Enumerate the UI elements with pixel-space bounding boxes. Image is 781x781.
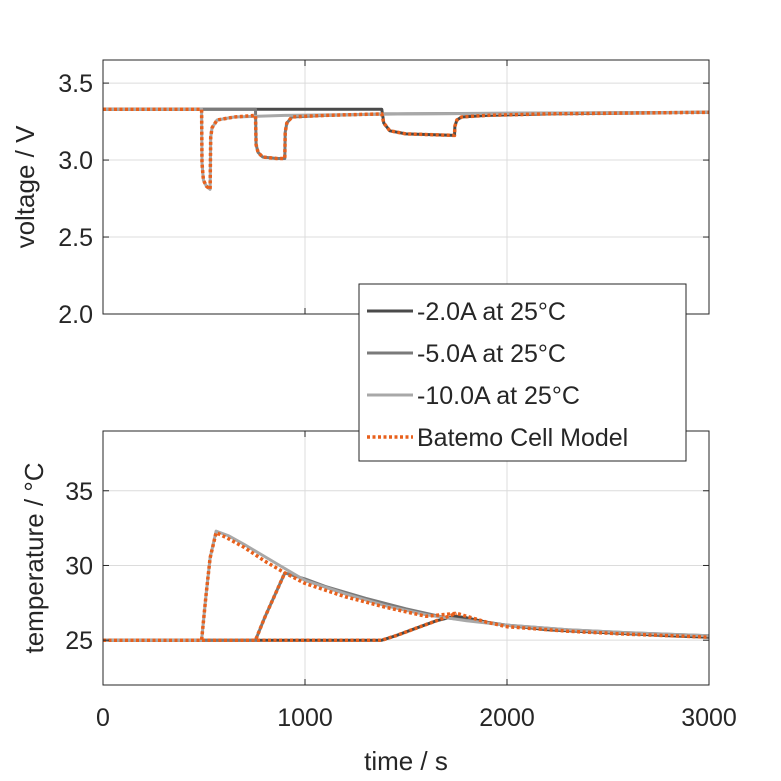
temperature-axes-background bbox=[103, 431, 709, 685]
temperature-series-3 bbox=[103, 530, 710, 642]
temperature-series-5 bbox=[103, 611, 458, 642]
temperature-ylabel: temperature / °C bbox=[19, 462, 49, 653]
temperature-ytick-label: 25 bbox=[65, 627, 93, 655]
legend: -2.0A at 25°C -5.0A at 25°C -10.0A at 25°C… bbox=[358, 283, 687, 462]
voltage-plot: 2.0 2.5 3.0 3.5 voltage / V bbox=[10, 59, 710, 329]
temperature-xtick-label: 2000 bbox=[479, 704, 535, 732]
temperature-xtick-label: 3000 bbox=[681, 704, 737, 732]
temperature-ytick-label: 35 bbox=[65, 478, 93, 506]
voltage-ylabel: voltage / V bbox=[10, 125, 40, 249]
voltage-series-3 bbox=[103, 107, 710, 192]
legend-label-3: Batemo Cell Model bbox=[417, 424, 628, 452]
voltage-ytick-label: 3.0 bbox=[58, 147, 93, 175]
temperature-xtick-label: 0 bbox=[96, 704, 110, 732]
legend-label-2: -10.0A at 25°C bbox=[417, 382, 580, 410]
voltage-ytick-label: 3.5 bbox=[58, 70, 93, 98]
temperature-plot: 25 30 35 0 1000 2000 3000 temperature / °C time … bbox=[19, 430, 737, 776]
temperature-xtick-label: 1000 bbox=[277, 704, 333, 732]
legend-label-0: -2.0A at 25°C bbox=[417, 298, 566, 326]
voltage-ytick-label: 2.0 bbox=[58, 301, 93, 329]
temperature-ytick-label: 30 bbox=[65, 552, 93, 580]
legend-label-1: -5.0A at 25°C bbox=[417, 340, 566, 368]
legend-box bbox=[358, 283, 687, 462]
voltage-ytick-label: 2.5 bbox=[58, 224, 93, 252]
temperature-xlabel: time / s bbox=[364, 746, 448, 776]
voltage-axes-background bbox=[103, 60, 709, 314]
